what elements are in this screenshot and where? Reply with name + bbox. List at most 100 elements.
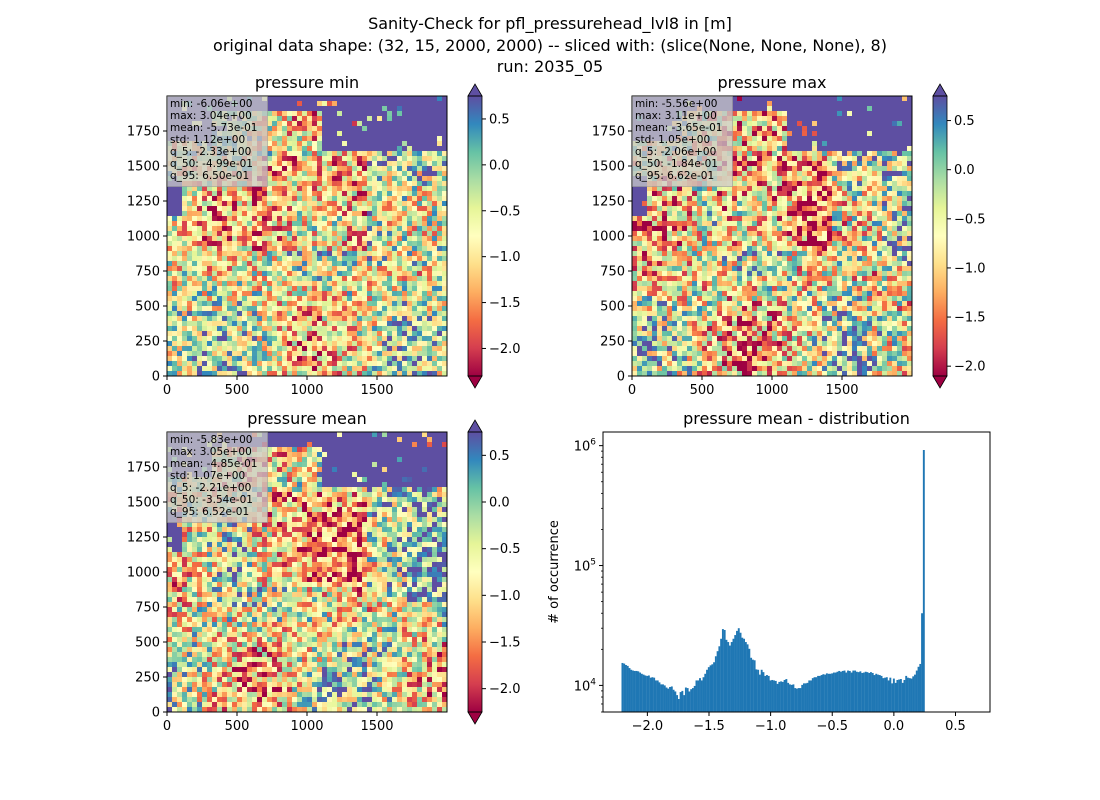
- heatmap-cell: [272, 111, 278, 117]
- heatmap-cell: [307, 271, 313, 277]
- heatmap-cell: [772, 246, 778, 252]
- heatmap-cell: [417, 141, 423, 147]
- heatmap-cell: [407, 346, 413, 352]
- heatmap-cell: [337, 296, 343, 302]
- heatmap-cell: [182, 336, 188, 342]
- heatmap-cell: [902, 161, 908, 167]
- heatmap-cell: [302, 161, 308, 167]
- heatmap-cell: [402, 186, 408, 192]
- heatmap-cell: [212, 341, 218, 347]
- heatmap-cell: [282, 226, 288, 232]
- heatmap-cell: [177, 361, 183, 367]
- heatmap-cell: [272, 181, 278, 187]
- heatmap-cell: [367, 106, 373, 112]
- heatmap-cell: [417, 116, 423, 122]
- heatmap-cell: [227, 281, 233, 287]
- heatmap-cell: [222, 316, 228, 322]
- heatmap-cell: [227, 246, 233, 252]
- heatmap-cell: [837, 161, 843, 167]
- heatmap-cell: [282, 156, 288, 162]
- heatmap-cell: [757, 226, 763, 232]
- heatmap-cell: [887, 101, 893, 107]
- heatmap-cell: [322, 116, 328, 122]
- heatmap-cell: [397, 111, 403, 117]
- heatmap-cell: [772, 161, 778, 167]
- heatmap-cell: [317, 356, 323, 362]
- heatmap-cell: [282, 366, 288, 372]
- heatmap-cell: [337, 291, 343, 297]
- heatmap-cell: [692, 251, 698, 257]
- heatmap-cell: [337, 176, 343, 182]
- heatmap-cell: [422, 356, 428, 362]
- heatmap-cell: [292, 126, 298, 132]
- heatmap-cell: [752, 206, 758, 212]
- heatmap-cell: [222, 231, 228, 237]
- heatmap-cell: [902, 211, 908, 217]
- heatmap-cell: [187, 336, 193, 342]
- heatmap-cell: [262, 316, 268, 322]
- heatmap-cell: [292, 261, 298, 267]
- heatmap-cell: [372, 131, 378, 137]
- heatmap-cell: [387, 321, 393, 327]
- heatmap-cell: [172, 271, 178, 277]
- heatmap-cell: [877, 176, 883, 182]
- heatmap-cell: [792, 111, 798, 117]
- heatmap-cell: [167, 321, 173, 327]
- heatmap-cell: [817, 251, 823, 257]
- heatmap-cell: [882, 111, 888, 117]
- heatmap-cell: [272, 311, 278, 317]
- heatmap-cell: [242, 276, 248, 282]
- heatmap-cell: [712, 196, 718, 202]
- heatmap-cell: [392, 261, 398, 267]
- heatmap-cell: [852, 151, 858, 157]
- heatmap-cell: [262, 321, 268, 327]
- heatmap-cell: [747, 206, 753, 212]
- heatmap-cell: [417, 361, 423, 367]
- heatmap-cell: [712, 251, 718, 257]
- heatmap-cell: [377, 306, 383, 312]
- heatmap-cell: [397, 196, 403, 202]
- heatmap-cell: [337, 186, 343, 192]
- heatmap-cell: [277, 296, 283, 302]
- heatmap-cell: [247, 326, 253, 332]
- heatmap-cell: [392, 156, 398, 162]
- heatmap-cell: [747, 176, 753, 182]
- heatmap-cell: [402, 161, 408, 167]
- heatmap-cell: [652, 216, 658, 222]
- heatmap-cell: [297, 266, 303, 272]
- heatmap-cell: [812, 166, 818, 172]
- heatmap-cell: [407, 111, 413, 117]
- heatmap-cell: [737, 251, 743, 257]
- heatmap-cell: [207, 261, 213, 267]
- heatmap-cell: [862, 161, 868, 167]
- heatmap-cell: [887, 116, 893, 122]
- heatmap-cell: [367, 336, 373, 342]
- heatmap-cell: [397, 261, 403, 267]
- heatmap-cell: [177, 236, 183, 242]
- heatmap-cell: [347, 226, 353, 232]
- heatmap-cell: [177, 226, 183, 232]
- heatmap-cell: [897, 191, 903, 197]
- heatmap-cell: [432, 221, 438, 227]
- heatmap-cell: [312, 361, 318, 367]
- heatmap-cell: [407, 351, 413, 357]
- heatmap-cell: [387, 311, 393, 317]
- heatmap-cell: [432, 101, 438, 107]
- heatmap-cell: [412, 331, 418, 337]
- heatmap-cell: [872, 206, 878, 212]
- heatmap-cell: [232, 341, 238, 347]
- heatmap-cell: [642, 201, 648, 207]
- heatmap-cell: [632, 226, 638, 232]
- heatmap-cell: [872, 196, 878, 202]
- heatmap-cell: [302, 331, 308, 337]
- heatmap-cell: [222, 276, 228, 282]
- heatmap-cell: [287, 356, 293, 362]
- heatmap-cell: [362, 326, 368, 332]
- heatmap-cell: [177, 271, 183, 277]
- heatmap-cell: [892, 111, 898, 117]
- heatmap-cell: [407, 176, 413, 182]
- heatmap-cell: [357, 306, 363, 312]
- heatmap-cell: [292, 151, 298, 157]
- heatmap-cell: [412, 286, 418, 292]
- heatmap-cell: [882, 186, 888, 192]
